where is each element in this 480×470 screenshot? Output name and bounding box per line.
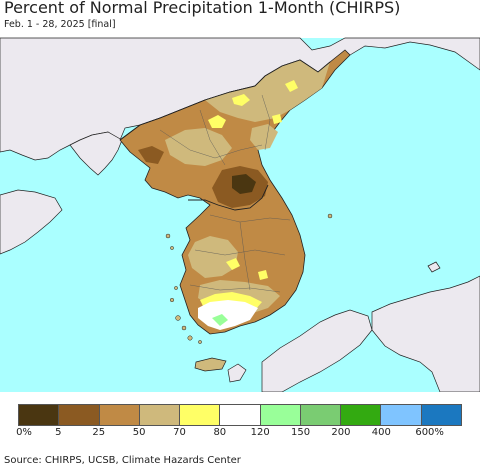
japan-island-small — [427, 261, 441, 273]
sk-yellow-patch-1 — [226, 258, 240, 270]
sk-white-south — [198, 300, 258, 330]
sk-green-patch — [212, 314, 228, 326]
legend-swatch-9 — [381, 405, 422, 425]
nk-yellow-patch-1 — [208, 115, 226, 128]
jeju-island — [194, 357, 227, 372]
legend-swatch-6 — [260, 405, 301, 425]
province-borders — [159, 94, 291, 293]
nk-light-tan-central — [165, 128, 232, 166]
nk-dark-brown-west — [138, 146, 164, 164]
legend-swatch-2 — [99, 405, 140, 425]
legend-swatch-5 — [220, 405, 261, 425]
nk-yellow-patch-2 — [232, 94, 250, 106]
legend-tick-label: 400 — [371, 427, 391, 438]
legend-swatch-3 — [139, 405, 181, 425]
legend-tick-label: 0% — [16, 427, 32, 438]
legend-tick-label: 150 — [290, 427, 311, 438]
ulleungdo-island — [327, 213, 333, 219]
sw-islands — [165, 233, 202, 344]
legend-tick-label: 5 — [55, 427, 62, 438]
nk-light-tan-north — [205, 60, 330, 122]
legend-swatch-7 — [300, 405, 342, 425]
legend-tick-label: 200 — [331, 427, 351, 438]
legend-tick-label: 120 — [250, 427, 270, 438]
legend-swatch-8 — [341, 405, 382, 425]
nk-yellow-patch-3 — [285, 80, 298, 92]
legend-swatch-0 — [19, 405, 60, 425]
map-title: Percent of Normal Precipitation 1-Month … — [4, 0, 401, 17]
legend-swatch-1 — [59, 405, 100, 425]
legend-swatch-10 — [421, 405, 461, 425]
legend-tick-label: 80 — [213, 427, 227, 438]
legend-tick-label: 70 — [173, 427, 186, 438]
nk-light-tan-east — [250, 124, 278, 150]
shandong-land — [0, 189, 63, 255]
central-darkest-brown — [232, 174, 256, 194]
precipitation-map — [0, 37, 480, 392]
map-subtitle: Feb. 1 - 28, 2025 [final] — [4, 19, 116, 30]
legend-tick-label: 600% — [415, 427, 444, 438]
legend-tick-label: 50 — [132, 427, 146, 438]
legend-swatch-4 — [180, 405, 221, 425]
legend-tick-label: 25 — [92, 427, 106, 438]
legend-tick-labels: 0% 5 25 50 70 80 120 150 200 400 600% — [0, 427, 480, 441]
dmz-border — [188, 184, 269, 211]
nk-yellow-patch-4 — [272, 114, 282, 124]
liaodong-land — [69, 131, 123, 176]
sk-yellow-patch-2 — [258, 270, 268, 280]
color-legend — [18, 404, 462, 426]
source-credit: Source: CHIRPS, UCSB, Climate Hazards Ce… — [4, 455, 241, 466]
japan-honshu-land — [371, 275, 480, 392]
sk-light-tan-west — [188, 236, 238, 278]
japan-island-left — [227, 363, 247, 383]
china-korea-border — [119, 59, 331, 141]
